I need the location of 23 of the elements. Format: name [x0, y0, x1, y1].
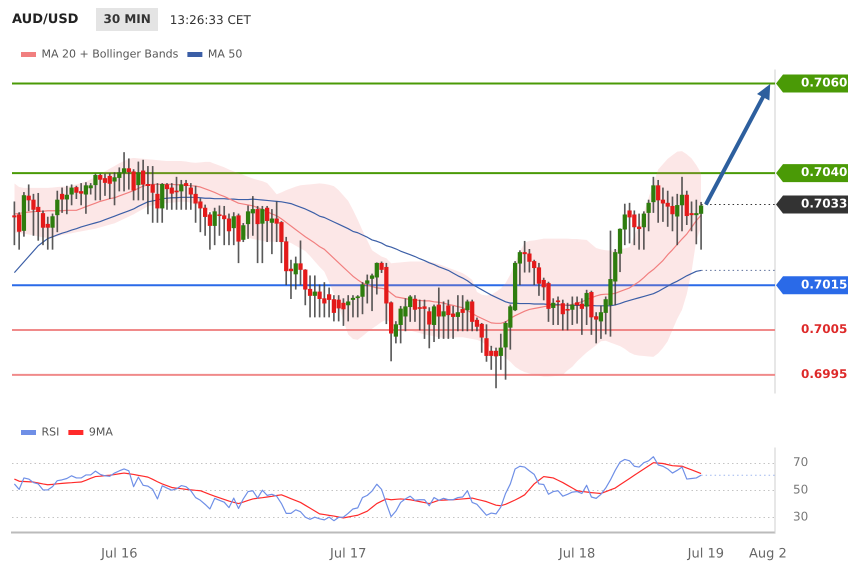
y-tick-label: 50	[793, 482, 808, 496]
y-tick-label: 0.6995	[801, 366, 848, 381]
y-tick-label: 0.7040	[801, 165, 848, 180]
x-tick-label: Jul 19	[686, 546, 724, 562]
text: 13:26:33 CET	[170, 12, 251, 26]
candlestick	[60, 188, 64, 213]
chart-subtitle: 30 MIN	[96, 8, 158, 31]
legend-label: 9MA	[88, 425, 114, 438]
legend-label: MA 20 + Bollinger Bands	[42, 47, 179, 60]
y-tick-label: 0.7015	[801, 277, 848, 292]
y-tick-label: 70	[793, 455, 808, 470]
y-tick-label: 0.7033	[801, 196, 848, 211]
x-tick-label: Jul 17	[329, 546, 366, 562]
x-tick-label: Jul 16	[100, 546, 138, 562]
y-tick-label: 0.7060	[801, 76, 848, 90]
x-tick-label: Jul 18	[558, 546, 596, 562]
candlestick	[441, 301, 446, 339]
y-tick-label: 0.7005	[801, 322, 848, 336]
chart-title: AUD/USD	[12, 12, 78, 27]
legend-label: MA 50	[208, 47, 242, 60]
y-tick-label: 30	[793, 510, 808, 524]
x-tick-label: Aug 2	[748, 546, 787, 562]
legend-label: RSI	[42, 425, 60, 438]
